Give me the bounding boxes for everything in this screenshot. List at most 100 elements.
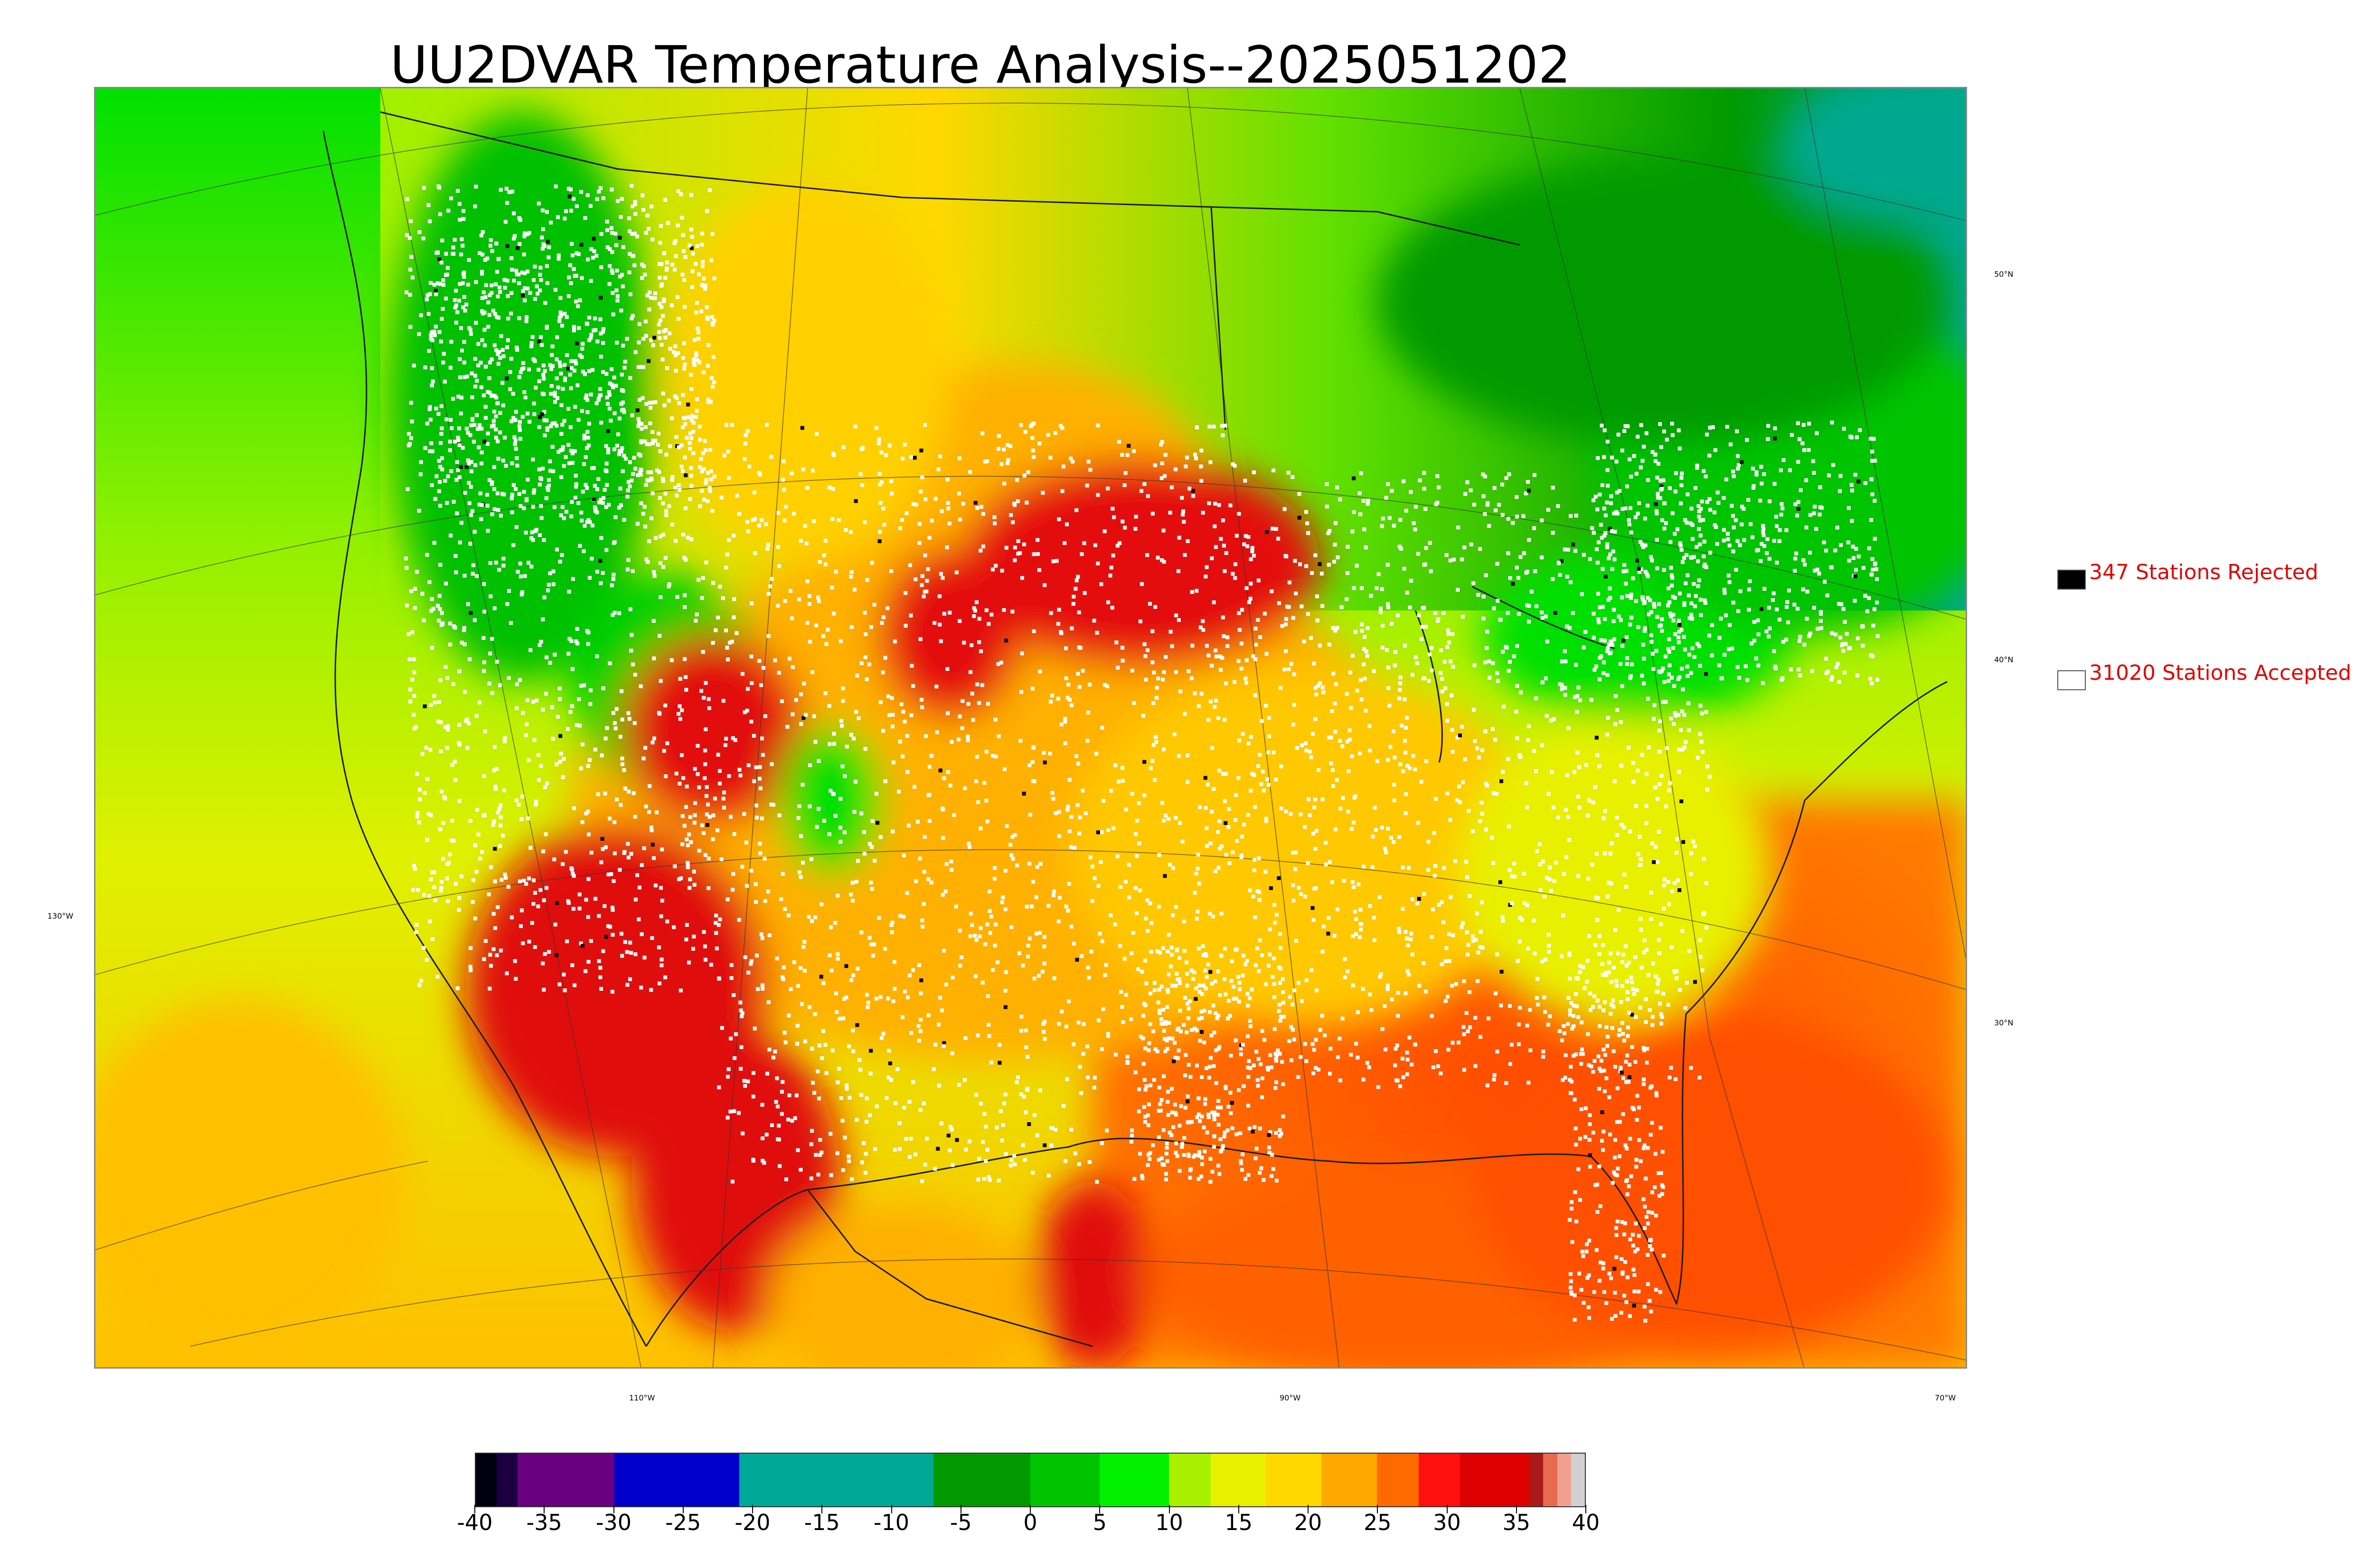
accepted-station-marker: [1678, 544, 1683, 548]
accepted-station-marker: [1405, 937, 1409, 940]
accepted-station-marker: [1646, 1282, 1650, 1286]
accepted-station-marker: [1649, 1084, 1654, 1089]
accepted-station-marker: [579, 510, 584, 515]
accepted-station-marker: [1597, 1087, 1602, 1091]
accepted-station-marker: [625, 337, 629, 341]
accepted-station-marker: [690, 269, 695, 273]
accepted-station-marker: [925, 579, 929, 583]
accepted-station-marker: [1837, 680, 1841, 684]
accepted-station-marker: [1812, 511, 1816, 516]
accepted-station-marker: [1657, 1171, 1661, 1175]
accepted-station-marker: [1504, 476, 1508, 480]
accepted-station-marker: [1616, 951, 1620, 956]
accepted-station-marker: [704, 727, 708, 732]
accepted-station-marker: [1307, 797, 1311, 801]
accepted-station-marker: [684, 805, 688, 809]
accepted-station-marker: [1164, 1022, 1168, 1026]
accepted-station-marker: [1609, 494, 1613, 498]
accepted-station-marker: [1596, 617, 1601, 621]
accepted-station-marker: [1465, 875, 1470, 879]
accepted-station-marker: [696, 772, 700, 776]
accepted-station-marker: [462, 295, 466, 299]
accepted-station-marker: [1164, 655, 1168, 659]
accepted-station-marker: [514, 798, 518, 803]
accepted-station-marker: [653, 296, 657, 300]
accepted-station-marker: [1253, 657, 1258, 661]
accepted-station-marker: [612, 851, 617, 855]
accepted-station-marker: [1182, 1136, 1187, 1140]
accepted-station-marker: [816, 1173, 820, 1177]
accepted-station-marker: [1639, 567, 1643, 571]
accepted-station-marker: [1088, 468, 1093, 472]
accepted-station-marker: [1149, 949, 1153, 954]
accepted-station-marker: [786, 1117, 791, 1122]
accepted-station-marker: [923, 1163, 927, 1167]
accepted-station-marker: [683, 657, 687, 661]
accepted-station-marker: [1871, 623, 1875, 628]
accepted-station-marker: [1604, 1025, 1609, 1029]
accepted-station-marker: [1628, 1314, 1632, 1318]
accepted-station-marker: [1595, 547, 1599, 551]
accepted-station-marker: [436, 719, 441, 723]
accepted-station-marker: [1594, 664, 1598, 668]
accepted-station-marker: [954, 904, 958, 909]
accepted-station-marker: [611, 385, 615, 389]
accepted-station-marker: [1679, 476, 1684, 480]
accepted-station-marker: [913, 1152, 917, 1156]
accepted-station-marker: [1202, 1126, 1206, 1129]
accepted-station-marker: [1871, 568, 1875, 572]
accepted-station-marker: [1623, 1260, 1627, 1264]
accepted-station-marker: [561, 862, 565, 866]
accepted-station-marker: [877, 437, 881, 441]
accepted-station-marker: [1430, 646, 1434, 650]
accepted-station-marker: [523, 574, 527, 578]
accepted-station-marker: [1657, 830, 1661, 834]
accepted-station-marker: [683, 593, 687, 597]
accepted-station-marker: [1159, 476, 1164, 480]
accepted-station-marker: [1526, 738, 1530, 742]
accepted-station-marker: [1272, 903, 1276, 907]
accepted-station-marker: [1061, 464, 1065, 469]
accepted-station-marker: [1608, 596, 1612, 600]
accepted-station-marker: [1576, 685, 1581, 690]
accepted-station-marker: [1656, 982, 1660, 986]
accepted-station-marker: [914, 879, 918, 883]
accepted-station-marker: [488, 293, 492, 297]
accepted-station-marker: [1350, 754, 1354, 759]
accepted-station-marker: [1698, 534, 1703, 538]
accepted-station-marker: [984, 608, 989, 612]
temperature-map[interactable]: [94, 87, 1967, 1369]
accepted-station-marker: [594, 254, 599, 258]
accepted-station-marker: [1174, 984, 1178, 988]
accepted-station-marker: [1661, 992, 1666, 996]
accepted-station-marker: [923, 497, 928, 501]
accepted-station-marker: [1650, 1023, 1655, 1027]
accepted-station-marker: [1254, 1050, 1259, 1054]
accepted-station-marker: [1599, 1059, 1603, 1063]
rejected-station-marker: [919, 449, 923, 452]
rejected-station-marker: [464, 465, 469, 469]
accepted-station-marker: [547, 478, 551, 482]
accepted-station-marker: [1081, 789, 1085, 793]
accepted-station-marker: [1076, 574, 1080, 579]
accepted-station-marker: [697, 785, 701, 789]
accepted-station-marker: [1774, 515, 1778, 519]
accepted-station-marker: [1253, 1125, 1257, 1129]
accepted-station-marker: [553, 391, 557, 395]
accepted-station-marker: [1811, 459, 1815, 463]
accepted-station-marker: [457, 299, 462, 303]
accepted-station-marker: [1142, 1078, 1147, 1082]
accepted-station-marker: [1064, 646, 1068, 650]
accepted-station-marker: [462, 628, 466, 632]
accepted-station-marker: [903, 720, 907, 724]
accepted-station-marker: [1579, 1288, 1583, 1292]
accepted-station-marker: [1496, 599, 1500, 603]
accepted-station-marker: [1291, 723, 1295, 727]
accepted-station-marker: [1507, 825, 1511, 829]
accepted-station-marker: [768, 584, 772, 589]
accepted-station-marker: [1026, 470, 1030, 474]
accepted-station-marker: [1248, 1019, 1252, 1023]
accepted-station-marker: [1601, 605, 1605, 609]
accepted-station-marker: [691, 421, 696, 425]
accepted-station-marker: [1189, 1120, 1194, 1124]
